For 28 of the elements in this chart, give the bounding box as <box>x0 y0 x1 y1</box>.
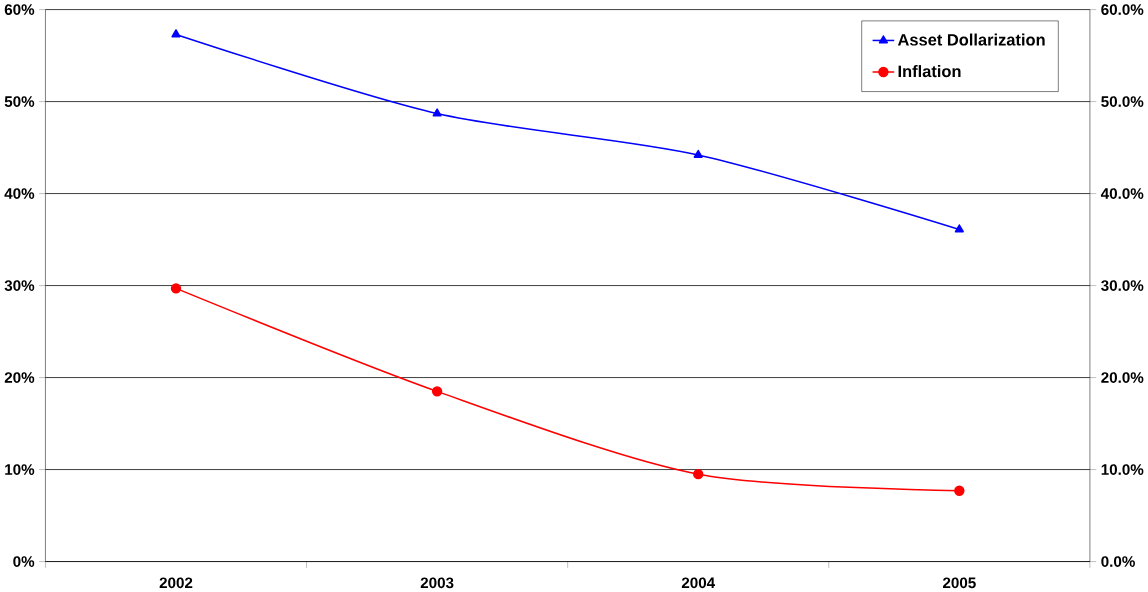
x-tick-label: 2004 <box>681 577 716 588</box>
y-tick-label: 0% <box>13 555 35 567</box>
y2-tick-label: 40.0% <box>1100 188 1144 199</box>
y2-tick-label: 20.0% <box>1101 371 1144 383</box>
point <box>170 282 182 294</box>
y2-tick-label: 0.0% <box>1101 555 1135 567</box>
x-tick-label: 2005 <box>942 577 976 588</box>
y-tick-label: 40% <box>4 188 35 199</box>
point <box>954 485 965 496</box>
y-tick-label: 10% <box>5 463 35 475</box>
y2-tick-label: 10.0% <box>1101 463 1144 475</box>
point <box>693 149 703 158</box>
point <box>431 385 443 397</box>
y-tick-label: 50% <box>4 96 35 107</box>
y-tick-label: 60% <box>4 4 35 15</box>
point <box>432 108 442 117</box>
y2-tick-label: 30.0% <box>1101 279 1144 291</box>
point <box>954 224 964 233</box>
y2-tick-label: 50.0% <box>1101 96 1144 107</box>
legend-label: Asset Dollarization <box>897 33 1045 46</box>
x-tick-label: 2002 <box>159 577 193 588</box>
y-tick-label: 30% <box>4 279 35 291</box>
y2-tick-label: 60.0% <box>1101 4 1144 15</box>
y-tick-label: 20% <box>4 371 35 383</box>
legend-label: Inflation <box>898 64 961 77</box>
point <box>693 468 704 480</box>
point <box>171 29 181 38</box>
x-tick-label: 2003 <box>420 577 454 589</box>
